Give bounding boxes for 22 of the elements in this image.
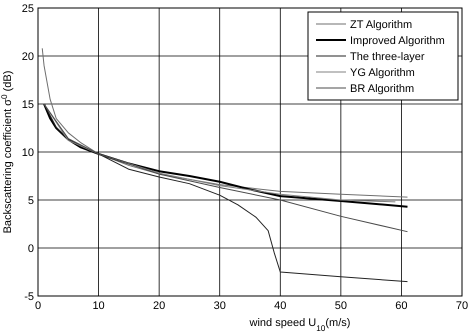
legend-label: YG Algorithm bbox=[350, 67, 415, 79]
x-tick-label: 30 bbox=[214, 300, 226, 312]
y-tick-label: 25 bbox=[22, 3, 34, 15]
x-tick-label: 50 bbox=[334, 300, 347, 312]
y-tick-label: 20 bbox=[22, 51, 34, 63]
x-tick-label: 40 bbox=[274, 300, 286, 312]
x-axis-title: wind speed U$_{10}$(m/s) bbox=[248, 317, 350, 332]
x-tick-label: 60 bbox=[395, 300, 408, 312]
legend-label: The three-layer bbox=[350, 51, 425, 63]
y-tick-label: 0 bbox=[28, 243, 34, 255]
y-tick-label: 15 bbox=[22, 99, 34, 111]
legend-label: ZT Algorithm bbox=[350, 19, 412, 31]
x-tick-label: 10 bbox=[92, 300, 105, 312]
y-tick-label: -5 bbox=[24, 291, 34, 303]
legend-label: BR Algorithm bbox=[350, 83, 414, 95]
y-tick-label: 10 bbox=[22, 147, 34, 159]
line-series bbox=[44, 104, 408, 232]
y-tick-label: 5 bbox=[28, 195, 34, 207]
line-series bbox=[44, 104, 408, 282]
x-tick-label: 70 bbox=[456, 300, 468, 312]
legend-label: Improved Algorithm bbox=[350, 35, 445, 47]
x-tick-label: 20 bbox=[153, 300, 166, 312]
